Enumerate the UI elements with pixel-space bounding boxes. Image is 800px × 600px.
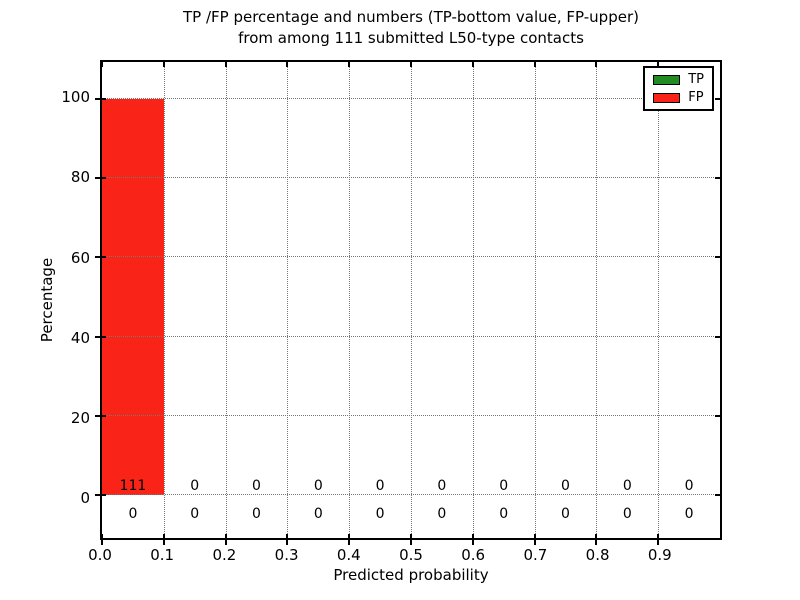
x-tick-mark (471, 62, 474, 67)
x-tick-label: 0.3 (274, 546, 299, 564)
x-tick-mark (533, 534, 536, 545)
tp-count-row: 0 0 0 0 0 0 0 0 0 0 (102, 504, 720, 524)
v-gridline (472, 62, 474, 538)
x-tick-mark (224, 62, 227, 67)
x-tick-label: 0.9 (647, 546, 672, 564)
x-tick-mark (224, 534, 227, 545)
fp-count: 111 (119, 478, 147, 494)
fp-count: 0 (499, 478, 509, 494)
y-tick-mark (715, 494, 720, 497)
y-tick-label: 80 (70, 168, 90, 186)
x-tick-mark (286, 534, 289, 545)
y-tick-mark (715, 177, 720, 180)
y-tick-mark (95, 415, 106, 418)
y-tick-label: 0 (80, 489, 90, 507)
y-tick-label: 100 (61, 88, 90, 106)
v-gridline (349, 62, 351, 538)
x-tick-mark (101, 534, 103, 545)
x-tick-mark (657, 534, 660, 545)
x-tick-mark (533, 62, 536, 67)
y-tick-label: 60 (70, 249, 90, 267)
tp-count: 0 (561, 506, 570, 522)
x-tick-label: 0.4 (336, 546, 361, 564)
tp-count: 0 (128, 506, 138, 522)
fp-legend-swatch-icon (653, 92, 681, 103)
x-tick-mark (101, 62, 103, 67)
legend-label-fp: FP (688, 90, 704, 105)
tp-count: 0 (622, 506, 632, 522)
tp-count: 0 (252, 506, 261, 522)
chart-title-line2: from among 111 submitted L50-type contac… (238, 29, 584, 47)
fp-count: 0 (622, 478, 632, 494)
y-tick-labels: 100 80 60 40 20 0 (38, 60, 90, 540)
v-gridline (225, 62, 227, 538)
fp-count: 0 (313, 478, 323, 494)
x-tick-mark (162, 62, 165, 67)
x-tick-label: 0.8 (585, 546, 610, 564)
tp-count: 0 (375, 506, 385, 522)
legend-label-tp: TP (688, 72, 704, 87)
x-tick-label: 0.6 (461, 546, 486, 564)
plot-area: 111 0 0 0 0 0 0 0 0 0 0 0 0 0 0 0 0 0 0 … (95, 60, 722, 545)
x-tick-mark (286, 62, 289, 67)
tp-count: 0 (499, 506, 509, 522)
x-tick-mark (410, 534, 412, 545)
legend-entry-fp: FP (653, 91, 704, 104)
fp-count: 0 (252, 478, 261, 494)
y-tick-mark (715, 97, 720, 100)
x-tick-label: 0.2 (212, 546, 237, 564)
x-tick-label: 0.1 (150, 546, 175, 564)
v-gridline (411, 62, 412, 538)
v-gridline (658, 62, 660, 538)
v-gridline (596, 62, 598, 538)
tp-count: 0 (437, 506, 447, 522)
y-tick-mark (95, 335, 106, 338)
v-gridline (534, 62, 536, 538)
x-tick-mark (595, 534, 598, 545)
tp-legend-swatch-icon (653, 74, 681, 85)
y-tick-mark (715, 335, 720, 338)
fp-count-row: 111 0 0 0 0 0 0 0 0 0 (102, 476, 720, 496)
x-tick-label: 0.7 (523, 546, 548, 564)
tp-count: 0 (313, 506, 323, 522)
x-tick-mark (162, 534, 165, 545)
y-tick-mark (95, 494, 106, 497)
fp-count: 0 (437, 478, 447, 494)
fp-count: 0 (561, 478, 570, 494)
x-tick-label: 0.0 (88, 546, 112, 564)
x-tick-mark (410, 62, 412, 67)
v-gridline (287, 62, 289, 538)
y-tick-mark (715, 415, 720, 418)
x-tick-mark (471, 534, 474, 545)
x-tick-mark (657, 62, 660, 67)
legend: TP FP (643, 66, 714, 111)
x-tick-mark (348, 534, 351, 545)
y-tick-mark (95, 177, 106, 180)
y-tick-mark (715, 256, 720, 259)
y-tick-label: 40 (70, 329, 90, 347)
x-axis-label: Predicted probability (333, 566, 489, 584)
v-gridline (163, 62, 165, 538)
x-tick-mark (595, 62, 598, 67)
chart-title: TP /FP percentage and numbers (TP-bottom… (100, 7, 722, 49)
tp-count: 0 (190, 506, 200, 522)
chart-title-line1: TP /FP percentage and numbers (TP-bottom… (183, 8, 639, 26)
legend-entry-tp: TP (653, 73, 704, 86)
fp-count: 0 (375, 478, 385, 494)
fp-count: 0 (190, 478, 200, 494)
y-tick-mark (95, 97, 106, 100)
fp-bar (102, 98, 164, 496)
x-tick-mark (348, 62, 351, 67)
y-tick-label: 20 (70, 409, 90, 427)
x-tick-label: 0.5 (399, 546, 423, 564)
fp-count: 0 (684, 478, 694, 494)
y-tick-mark (95, 256, 106, 259)
x-tick-labels: 0.0 0.1 0.2 0.3 0.4 0.5 0.6 0.7 0.8 0.9 (88, 546, 722, 566)
tp-count: 0 (684, 506, 694, 522)
